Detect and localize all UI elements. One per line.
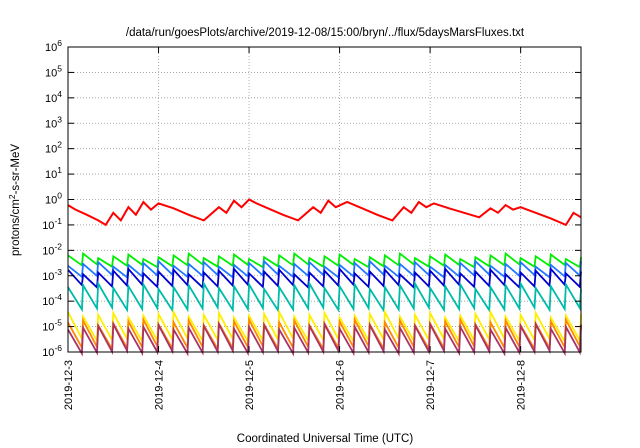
axes — [67, 46, 582, 353]
x-tick-label: 2019-12-3 — [63, 360, 75, 410]
plot-frame — [67, 46, 582, 353]
y-axis-title: protons/cm2-s-sr-MeV — [7, 144, 22, 256]
series-line — [67, 280, 582, 314]
series-line — [67, 320, 582, 357]
y-tick-label: 103 — [45, 114, 62, 130]
x-tick-label: 2019-12-6 — [335, 360, 347, 410]
y-tick-labels: 10-6 10-5 10-4 10-3 10-2 10-1 100 101 102 103 104 1… — [42, 38, 62, 359]
x-tick-label: 2019-12-5 — [244, 360, 256, 410]
y-tick-label: 10-1 — [42, 216, 62, 232]
y-tick-label: 10-6 — [42, 343, 62, 359]
y-tick-label: 104 — [45, 89, 62, 105]
y-tick-label: 100 — [45, 191, 62, 207]
x-tick-labels: 2019-12-3 2019-12-4 2019-12-5 2019-12-6 2019… — [63, 360, 528, 410]
chart-title: /data/run/goesPlots/archive/2019-12-08/1… — [126, 27, 525, 39]
y-tick-label: 10-4 — [42, 292, 62, 308]
y-tick-label: 101 — [45, 165, 62, 181]
x-tick-label: 2019-12-4 — [154, 360, 166, 410]
series-line — [67, 198, 582, 227]
y-tick-label: 105 — [45, 63, 62, 79]
x-tick-label: 2019-12-7 — [425, 360, 437, 410]
x-axis-title: Coordinated Universal Time (UTC) — [237, 433, 414, 445]
series-line — [67, 266, 582, 290]
y-tick-label: 10-3 — [42, 267, 62, 283]
y-tick-label: 10-5 — [42, 318, 62, 334]
y-tick-label: 10-2 — [42, 241, 62, 257]
x-tick-label: 2019-12-8 — [516, 360, 528, 410]
y-tick-label: 106 — [45, 38, 62, 54]
y-tick-label: 102 — [45, 140, 62, 156]
series-layer — [67, 198, 582, 357]
